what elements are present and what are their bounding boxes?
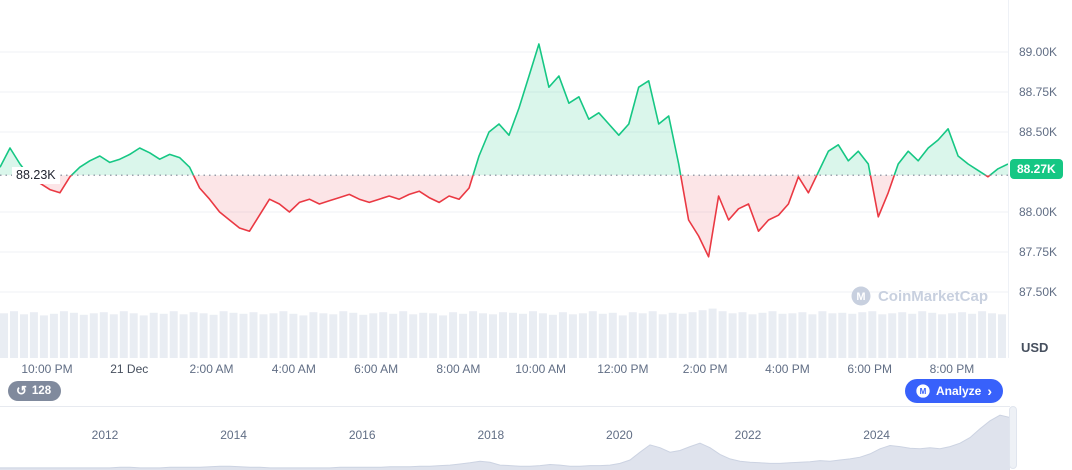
updates-count-value: 128 [31,385,52,397]
chevron-right-icon: › [987,383,992,399]
y-axis-tick-label: 89.00K [1019,45,1058,59]
range-selector-svg[interactable] [0,407,1010,470]
range-selector[interactable]: 2012 2014 2016 2018 2020 2022 2024 [0,406,1010,470]
x-axis-tick-label: 4:00 AM [271,362,316,376]
range-year-tick-label: 2022 [734,428,762,442]
range-year-tick-label: 2018 [477,428,505,442]
svg-text:M: M [920,387,927,396]
y-axis-tick-label: 88.00K [1019,205,1058,219]
y-axis-tick-label: 87.50K [1019,285,1058,299]
range-year-tick-label: 2020 [606,428,633,442]
x-axis-tick-label: 2:00 PM [682,362,728,376]
analyze-label: Analyze [935,384,982,398]
coinmarketcap-logo-icon-small: M [916,384,930,398]
x-axis-tick-label: 10:00 PM [21,362,73,376]
x-axis: 10:00 PM 21 Dec 2:00 AM 4:00 AM 6:00 AM 8:00 … [0,358,1008,380]
y-axis-tick-label: 87.75K [1019,245,1058,259]
range-year-tick-label: 2024 [863,428,890,442]
x-axis-tick-label: 4:00 PM [765,362,810,376]
x-axis-tick-label: 12:00 PM [597,362,649,376]
baseline-price-label: 88.23K [12,167,60,184]
updates-count-badge[interactable]: ↺ 128 [8,381,62,401]
range-year-tick-label: 2012 [91,428,119,442]
svg-text:M: M [856,291,865,303]
x-axis-tick-label: 8:00 AM [436,362,481,376]
currency-label: USD [1021,340,1049,355]
coinmarketcap-watermark: M CoinMarketCap [851,286,988,306]
y-axis-tick-label: 88.50K [1019,125,1058,139]
history-icon: ↺ [16,383,27,398]
x-axis-tick-label: 10:00 AM [515,362,566,376]
x-axis-tick-label: 21 Dec [110,362,149,376]
range-year-tick-label: 2014 [220,428,247,442]
current-price-badge: 88.27K [1010,158,1063,179]
y-axis: 88.27K USD 89.00K 88.75K 88.50K 88.00K 87.75… [1008,0,1072,358]
x-axis-tick-label: 6:00 AM [354,362,399,376]
y-axis-tick-label: 88.75K [1019,85,1058,99]
main-chart[interactable]: 88.23K M CoinMarketCap [0,0,1008,358]
range-year-tick-label: 2016 [348,428,376,442]
coinmarketcap-logo-icon: M [851,286,871,306]
analyze-button[interactable]: M Analyze › [904,379,1003,403]
x-axis-tick-label: 2:00 AM [189,362,234,376]
range-handle-right[interactable] [1009,406,1017,469]
x-axis-tick-label: 8:00 PM [929,362,975,376]
price-chart-svg[interactable] [0,0,1008,358]
watermark-text: CoinMarketCap [877,287,988,305]
footer-bar: ↺ 128 M Analyze › [0,379,1072,405]
x-axis-tick-label: 6:00 PM [847,362,893,376]
